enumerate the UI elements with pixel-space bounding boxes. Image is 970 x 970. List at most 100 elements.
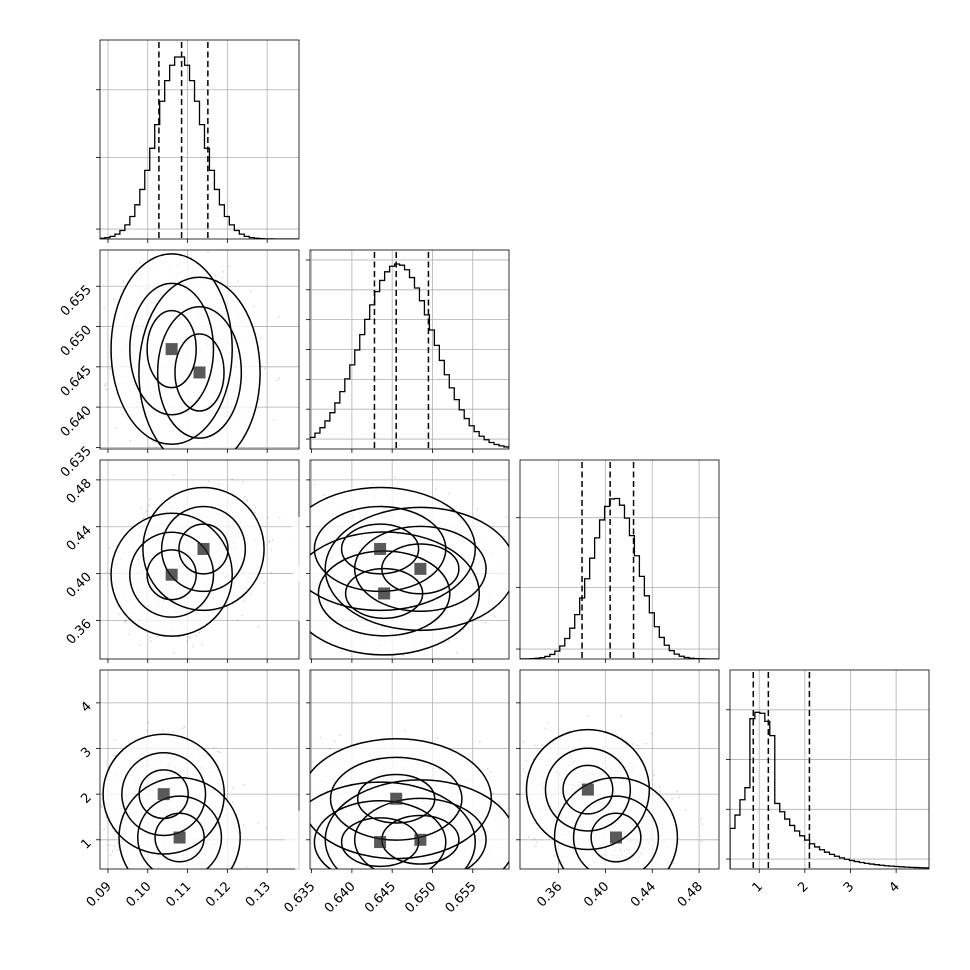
scatter-point <box>278 315 281 318</box>
contour-line <box>310 531 481 656</box>
y-tick-label: 2 <box>78 790 94 806</box>
scatter-point <box>179 468 181 470</box>
scatter-point <box>149 445 151 447</box>
scatter-point <box>257 822 259 824</box>
contour-line <box>146 549 197 601</box>
scatter-point <box>150 640 152 642</box>
scatter-point <box>237 280 240 283</box>
y-tick-label: 3 <box>78 745 94 761</box>
scatter-point <box>270 571 272 574</box>
scatter-point <box>284 516 286 518</box>
scatter-point <box>81 787 83 789</box>
scatter-point <box>278 377 280 380</box>
scatter-point <box>242 823 245 826</box>
scatter-point <box>274 559 276 561</box>
scatter-point <box>207 480 210 483</box>
scatter-point <box>128 633 131 635</box>
scatter-point <box>399 663 401 665</box>
scatter-point <box>506 516 508 518</box>
panel-frame <box>99 39 300 240</box>
contour-line <box>138 276 261 449</box>
scatter-point <box>111 850 114 852</box>
contour-line <box>344 567 424 620</box>
scatter-point <box>104 384 106 387</box>
scatter-point <box>189 637 191 640</box>
scatter-point <box>243 495 246 498</box>
scatter-point <box>436 737 439 739</box>
scatter-point <box>223 481 225 483</box>
scatter-panel-3-1: 0.635 0.640 0.645 0.650 0.655 <box>282 669 516 916</box>
scatter-point <box>124 620 126 622</box>
scatter-point <box>279 589 281 591</box>
scatter-point <box>402 654 405 657</box>
scatter-point <box>270 548 273 551</box>
scatter-point <box>189 903 191 905</box>
scatter-point <box>252 305 255 308</box>
scatter-point <box>372 483 375 486</box>
scatter-point <box>362 912 364 914</box>
density-peak <box>173 831 186 844</box>
scatter-point <box>218 483 220 486</box>
scatter-point <box>101 806 103 809</box>
contour-line <box>353 525 487 613</box>
scatter-point <box>329 748 331 750</box>
scatter-point <box>103 307 105 309</box>
scatter-point <box>143 452 145 454</box>
scatter-point <box>173 651 175 654</box>
contour-line <box>160 505 247 593</box>
scatter-point <box>276 379 278 382</box>
scatter-point <box>114 739 116 741</box>
scatter-point <box>243 600 246 603</box>
scatter-point <box>229 878 231 880</box>
scatter-panel-2-0: 0.360.400.440.48 <box>64 459 300 663</box>
scatter-point <box>214 274 217 277</box>
scatter-point <box>172 474 175 476</box>
density-peak <box>414 562 427 575</box>
y-tick-label: 0.36 <box>64 617 95 648</box>
scatter-point <box>268 540 271 543</box>
scatter-point <box>448 492 450 495</box>
scatter-point <box>231 478 234 481</box>
scatter-point <box>108 844 110 847</box>
x-tick-label: 0.09 <box>84 879 115 910</box>
scatter-point <box>93 826 95 828</box>
scatter-point <box>186 640 189 642</box>
scatter-point <box>108 547 111 550</box>
scatter-point <box>142 516 145 519</box>
contour-line <box>118 776 241 869</box>
x-tick-label: 0.13 <box>243 879 274 910</box>
scatter-point <box>109 854 112 856</box>
contour-line <box>156 305 243 439</box>
scatter-point <box>237 619 239 621</box>
scatter-point <box>140 507 142 509</box>
scatter-point <box>448 640 450 642</box>
scatter-point <box>244 618 246 620</box>
scatter-point <box>147 722 150 724</box>
scatter-point <box>219 751 221 754</box>
scatter-point <box>486 768 489 770</box>
histogram-panel-2 <box>516 459 720 663</box>
scatter-point <box>113 844 116 847</box>
scatter-point <box>268 540 270 543</box>
scatter-point <box>267 517 269 519</box>
scatter-point <box>525 604 527 606</box>
scatter-point <box>272 418 275 421</box>
scatter-point <box>113 755 116 757</box>
scatter-point <box>302 507 304 509</box>
scatter-point <box>195 468 197 470</box>
scatter-point <box>278 516 281 519</box>
scatter-point <box>117 849 120 851</box>
scatter-point <box>196 246 198 248</box>
scatter-point <box>198 632 201 634</box>
scatter-point <box>217 750 219 753</box>
scatter-point <box>243 783 246 786</box>
contour-line <box>102 733 226 855</box>
scatter-point <box>522 588 524 590</box>
scatter-point <box>116 901 118 903</box>
density-peak <box>197 542 210 555</box>
scatter-point <box>85 785 87 787</box>
contour-line <box>137 795 223 869</box>
scatter-point <box>67 832 69 834</box>
scatter-point <box>286 565 288 567</box>
